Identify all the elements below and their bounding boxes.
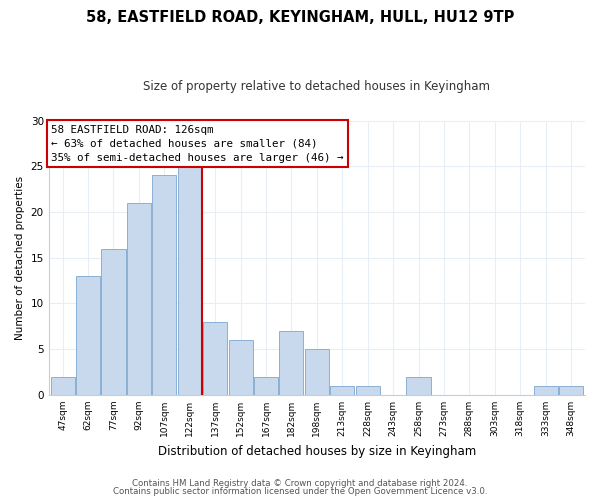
Text: 58 EASTFIELD ROAD: 126sqm
← 63% of detached houses are smaller (84)
35% of semi-: 58 EASTFIELD ROAD: 126sqm ← 63% of detac… <box>52 124 344 162</box>
Bar <box>254 376 278 395</box>
Text: Contains HM Land Registry data © Crown copyright and database right 2024.: Contains HM Land Registry data © Crown c… <box>132 478 468 488</box>
Bar <box>356 386 380 395</box>
Bar <box>76 276 100 395</box>
Bar <box>305 349 329 395</box>
Title: Size of property relative to detached houses in Keyingham: Size of property relative to detached ho… <box>143 80 490 93</box>
Bar <box>203 322 227 395</box>
Bar <box>127 203 151 395</box>
Bar <box>280 331 304 395</box>
Bar <box>330 386 355 395</box>
Bar <box>559 386 583 395</box>
Bar <box>178 166 202 395</box>
Bar <box>406 376 431 395</box>
Text: 58, EASTFIELD ROAD, KEYINGHAM, HULL, HU12 9TP: 58, EASTFIELD ROAD, KEYINGHAM, HULL, HU1… <box>86 10 514 25</box>
Y-axis label: Number of detached properties: Number of detached properties <box>15 176 25 340</box>
Text: Contains public sector information licensed under the Open Government Licence v3: Contains public sector information licen… <box>113 487 487 496</box>
Bar <box>229 340 253 395</box>
X-axis label: Distribution of detached houses by size in Keyingham: Distribution of detached houses by size … <box>158 444 476 458</box>
Bar <box>50 376 75 395</box>
Bar <box>152 176 176 395</box>
Bar <box>101 248 125 395</box>
Bar <box>533 386 557 395</box>
